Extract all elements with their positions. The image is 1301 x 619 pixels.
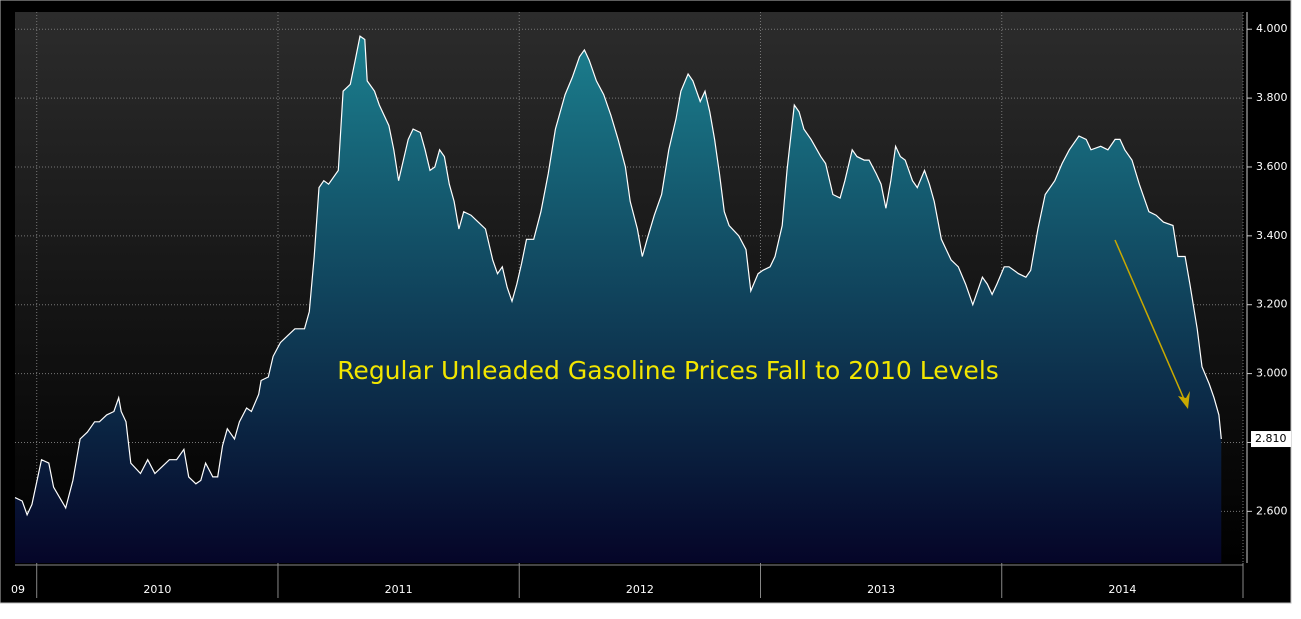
x-tick-label: 2012 [626,583,654,596]
line [14,35,1222,517]
y-tick-label: 2.600 [1256,504,1288,517]
x-tick-label: 09 [11,583,25,596]
x-tick-label: 2013 [867,583,895,596]
annotation: Regular Unleaded Gasoline Prices Fall to… [337,356,999,385]
annotation-arrow [1114,239,1188,407]
x-tick-label: 2014 [1108,583,1136,596]
last-value-box [1251,431,1291,448]
y-tick-label: 3.400 [1256,229,1288,242]
annotation-arrowhead [1178,391,1190,409]
area [15,36,1222,564]
last-value-label: 2.810 [1255,432,1287,445]
y-tick-label: 3.000 [1256,367,1288,380]
y-tick-label: 3.200 [1256,298,1288,311]
y-tick-label: 4.000 [1256,22,1288,35]
x-tick-label: 2011 [385,583,413,596]
y-tick-label: 3.800 [1256,91,1288,104]
x-tick-label: 2010 [143,583,171,596]
y-tick-label: 3.600 [1256,160,1288,173]
